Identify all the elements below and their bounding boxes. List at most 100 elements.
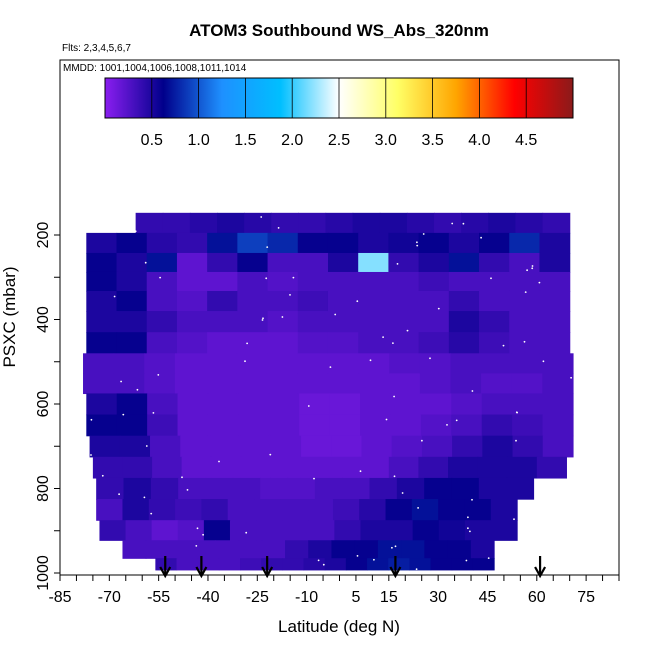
heatmap-cell (211, 456, 242, 479)
heatmap-cell (207, 232, 238, 254)
sample-dot (513, 518, 515, 521)
heatmap-cell (116, 311, 148, 333)
heatmap-cell (512, 435, 544, 458)
heatmap-cell (451, 414, 483, 437)
heatmap-cell (358, 290, 390, 312)
heatmap-cell (240, 456, 272, 479)
heatmap-cell (266, 353, 298, 374)
heatmap-cell (207, 332, 238, 354)
heatmap-cell (147, 414, 179, 437)
heatmap-cell (369, 477, 398, 500)
heatmap-cell (267, 252, 299, 273)
sample-dot (359, 470, 362, 473)
colorbar: 0.5 1.0 1.5 2.0 2.5 3.0 3.5 4.0 4.5 (104, 77, 574, 149)
heatmap-cell (113, 353, 145, 374)
sample-dot (145, 445, 148, 447)
heatmap-cell (472, 558, 495, 571)
y-tick-label: 1000 (35, 555, 52, 591)
heatmap-cell (299, 414, 331, 437)
x-tick-label: -85 (48, 589, 71, 606)
heatmap-cell (256, 520, 283, 541)
heatmap-cell (388, 252, 420, 273)
heatmap-cell (86, 290, 118, 312)
sample-dot (246, 342, 249, 345)
heatmap-cell (450, 353, 482, 374)
sample-dot (281, 316, 284, 318)
heatmap-cell (146, 290, 178, 312)
sample-dot (143, 496, 146, 499)
sample-dot (455, 419, 458, 422)
heatmap-cell (509, 252, 541, 273)
heatmap-cell (327, 311, 359, 333)
colorbar-tick-label: 4.5 (515, 132, 537, 149)
heatmap-cell (539, 290, 571, 312)
heatmap-cell (515, 212, 544, 234)
heatmap-cell (297, 373, 329, 395)
colorbar-tick-label: 2.5 (328, 132, 350, 149)
heatmap-cell (285, 540, 309, 559)
heatmap-cell (267, 332, 299, 354)
heatmap-cell (151, 520, 179, 541)
sample-dot (487, 557, 490, 559)
heatmap-cell (385, 499, 413, 521)
sample-dot (260, 216, 263, 218)
heatmap-cell (237, 332, 269, 354)
sample-dot (329, 366, 332, 368)
heatmap-cell (539, 332, 571, 354)
sample-dot (195, 545, 198, 547)
sample-dot (406, 329, 409, 332)
heatmap-cell (406, 212, 435, 234)
heatmap-cell (419, 353, 452, 374)
heatmap-cell (412, 520, 440, 541)
heatmap-cell (360, 414, 392, 437)
heatmap-cell (539, 252, 571, 273)
heatmap-cell (300, 456, 331, 479)
heatmap-cell (178, 477, 207, 500)
heatmap-cell (329, 456, 360, 479)
heatmap-cell (177, 393, 209, 416)
sample-dot (396, 263, 399, 265)
heatmap-cell (303, 558, 326, 571)
heatmap-cell (267, 290, 299, 312)
profile-arrows (159, 556, 547, 579)
heatmap-cell (207, 290, 238, 312)
heatmap-cell (418, 456, 449, 479)
heatmap-cell (176, 311, 208, 333)
heatmap-cell (448, 332, 480, 354)
sample-dot (261, 319, 264, 321)
heatmap-cell (146, 311, 178, 333)
heatmap-cell (509, 271, 541, 292)
heatmap-cell (176, 558, 199, 571)
sample-dot (157, 374, 160, 376)
sample-dot (150, 512, 153, 515)
heatmap-cell (361, 435, 393, 458)
heatmap-cell (297, 353, 329, 374)
heatmap-cell (116, 252, 148, 273)
heatmap-cell (420, 393, 452, 416)
heatmap-cell (358, 332, 390, 354)
heatmap-cell (236, 353, 268, 374)
heatmap-cell (266, 373, 298, 395)
sample-dot (245, 531, 248, 534)
heatmap-cell (542, 414, 574, 437)
heatmap-cell (116, 232, 148, 254)
heatmap-cell (306, 499, 334, 521)
sample-dot (181, 476, 183, 479)
heatmap-cell (390, 414, 422, 437)
heatmap-cell (268, 414, 300, 437)
heatmap-cell (331, 435, 363, 458)
heatmap-cell (389, 353, 421, 374)
heatmap-cell (379, 212, 408, 234)
heatmap-cell (438, 520, 466, 541)
sample-dot (416, 241, 418, 244)
heatmap-cell (175, 499, 202, 521)
heatmap-cell (386, 520, 414, 541)
sample-dot (289, 294, 291, 296)
heatmap-cell (287, 477, 316, 500)
heatmap-cell (229, 520, 257, 541)
heatmap-cell (424, 477, 453, 500)
sample-dot (196, 527, 199, 530)
heatmap-cell (177, 414, 209, 437)
heatmap-cell (448, 232, 480, 254)
sample-dot (516, 411, 518, 414)
